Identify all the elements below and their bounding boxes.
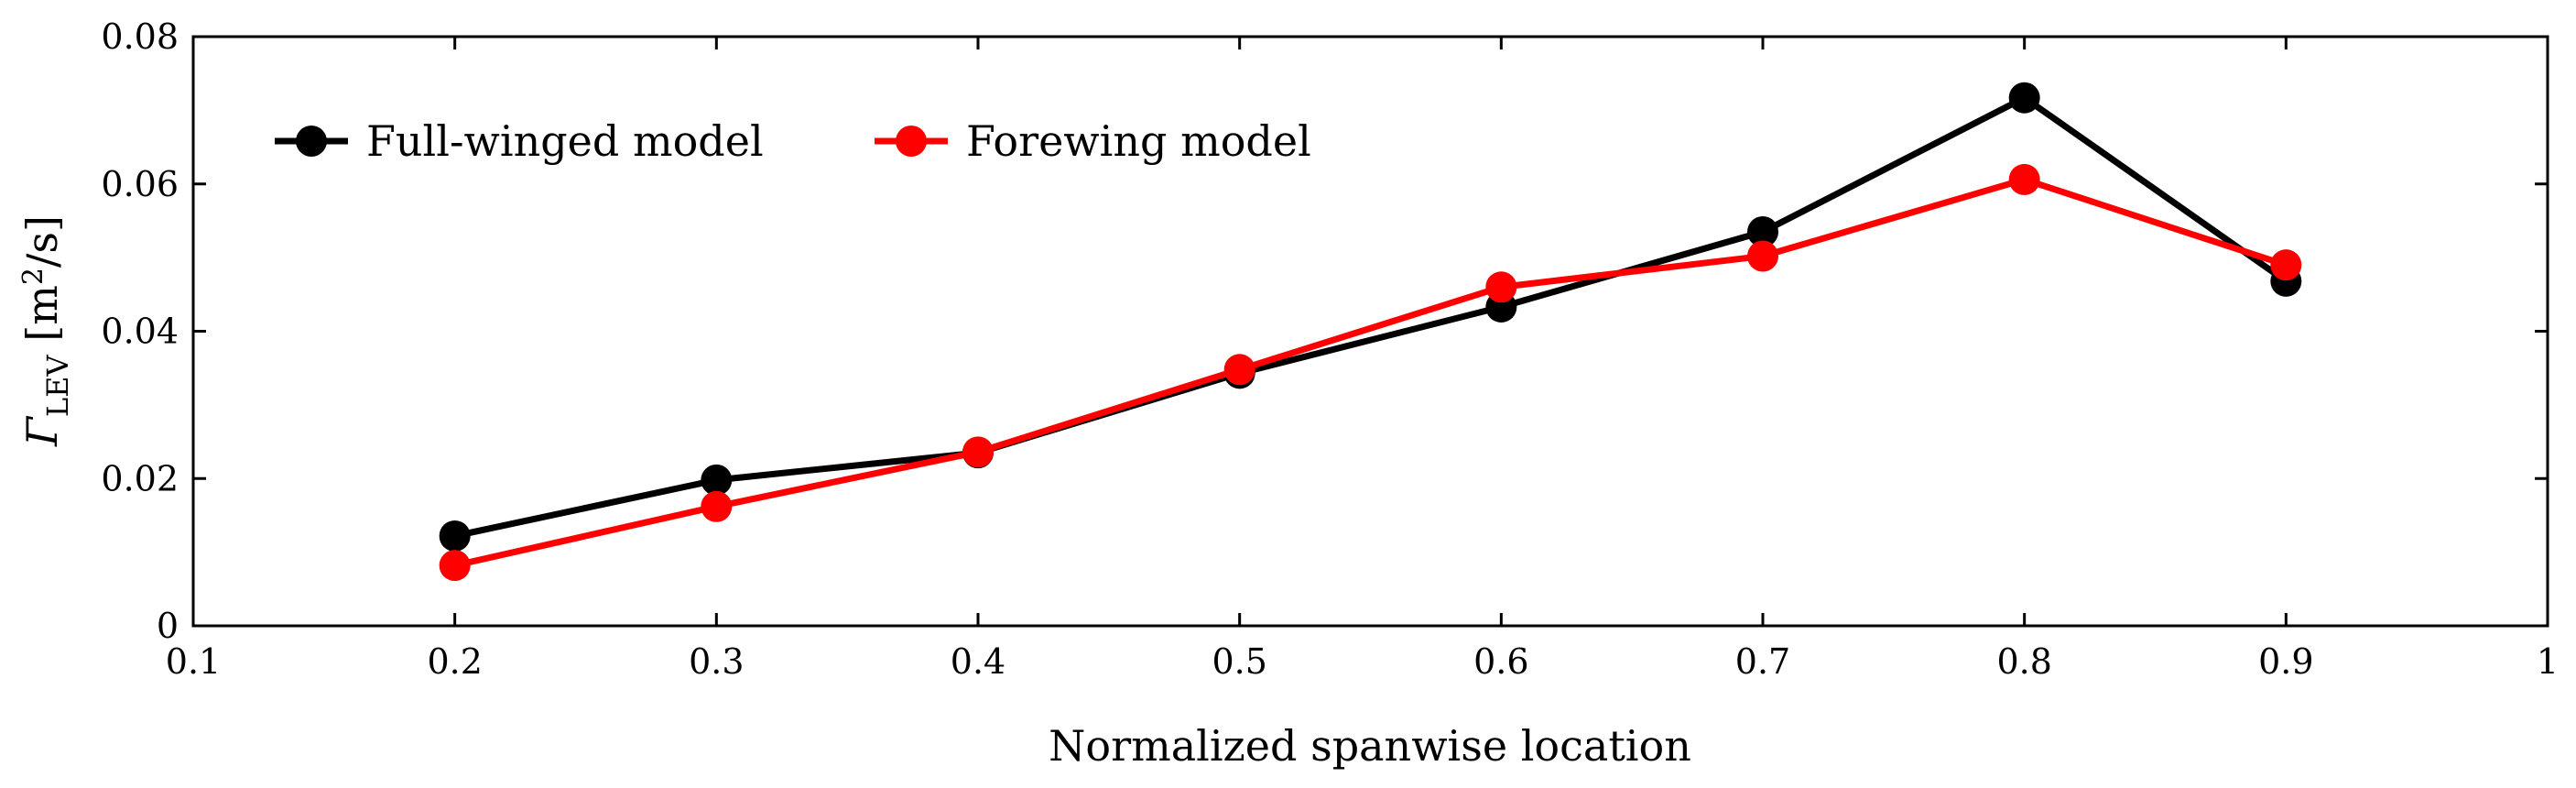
data-point bbox=[2270, 249, 2302, 281]
x-tick-label: 0.5 bbox=[1212, 641, 1266, 682]
legend-marker-full-winged bbox=[296, 126, 327, 157]
data-point bbox=[2008, 82, 2040, 114]
y-tick-label: 0 bbox=[157, 606, 179, 646]
data-point bbox=[962, 436, 994, 468]
data-point bbox=[1747, 240, 1778, 272]
data-point bbox=[1747, 215, 1778, 247]
y-axis: 0 0.02 0.04 0.06 0.08 bbox=[101, 16, 2548, 646]
x-tick-label: 0.9 bbox=[2258, 641, 2313, 682]
x-tick-label: 0.8 bbox=[1996, 641, 2051, 682]
data-point bbox=[1223, 354, 1255, 386]
x-tick-label: 0.1 bbox=[166, 641, 221, 682]
x-tick-label: 0.7 bbox=[1735, 641, 1790, 682]
series-1 bbox=[439, 163, 2302, 582]
x-axis-title: Normalized spanwise location bbox=[1049, 721, 1691, 771]
legend-label-forewing: Forewing model bbox=[966, 116, 1311, 166]
y-axis-title-unit-open: [m bbox=[17, 285, 67, 355]
legend-marker-forewing bbox=[896, 126, 927, 157]
y-axis-title-unit-close: /s] bbox=[17, 215, 67, 268]
data-point bbox=[439, 520, 471, 552]
y-tick-label: 0.02 bbox=[101, 458, 179, 498]
data-point bbox=[701, 464, 733, 496]
data-point bbox=[439, 550, 471, 582]
series-line bbox=[453, 94, 2288, 540]
series-layer bbox=[439, 82, 2302, 582]
x-tick-label: 0.6 bbox=[1473, 641, 1528, 682]
data-point bbox=[701, 490, 733, 522]
x-tick-label: 1 bbox=[2537, 641, 2559, 682]
y-axis-title-unit-sup: 2 bbox=[17, 268, 49, 285]
legend: Full-winged model Forewing model bbox=[275, 116, 1311, 166]
x-axis: 0.1 0.2 0.3 0.4 0.5 0.6 0.7 0.8 0.9 1 bbox=[166, 37, 2559, 682]
y-tick-label: 0.06 bbox=[101, 164, 179, 204]
y-tick-label: 0.04 bbox=[101, 312, 179, 352]
y-tick-label: 0.08 bbox=[101, 16, 179, 57]
x-tick-label: 0.2 bbox=[427, 641, 482, 682]
x-tick-label: 0.4 bbox=[951, 641, 1005, 682]
series-line bbox=[453, 176, 2288, 569]
data-point bbox=[1485, 271, 1517, 303]
x-tick-label: 0.3 bbox=[689, 641, 744, 682]
y-axis-title: ΓLEV [m2/s] bbox=[17, 215, 75, 447]
y-axis-title-symbol: Γ bbox=[17, 415, 67, 447]
legend-label-full-winged: Full-winged model bbox=[366, 116, 764, 166]
data-point bbox=[2008, 163, 2040, 195]
y-axis-title-subscript: LEV bbox=[40, 354, 75, 417]
